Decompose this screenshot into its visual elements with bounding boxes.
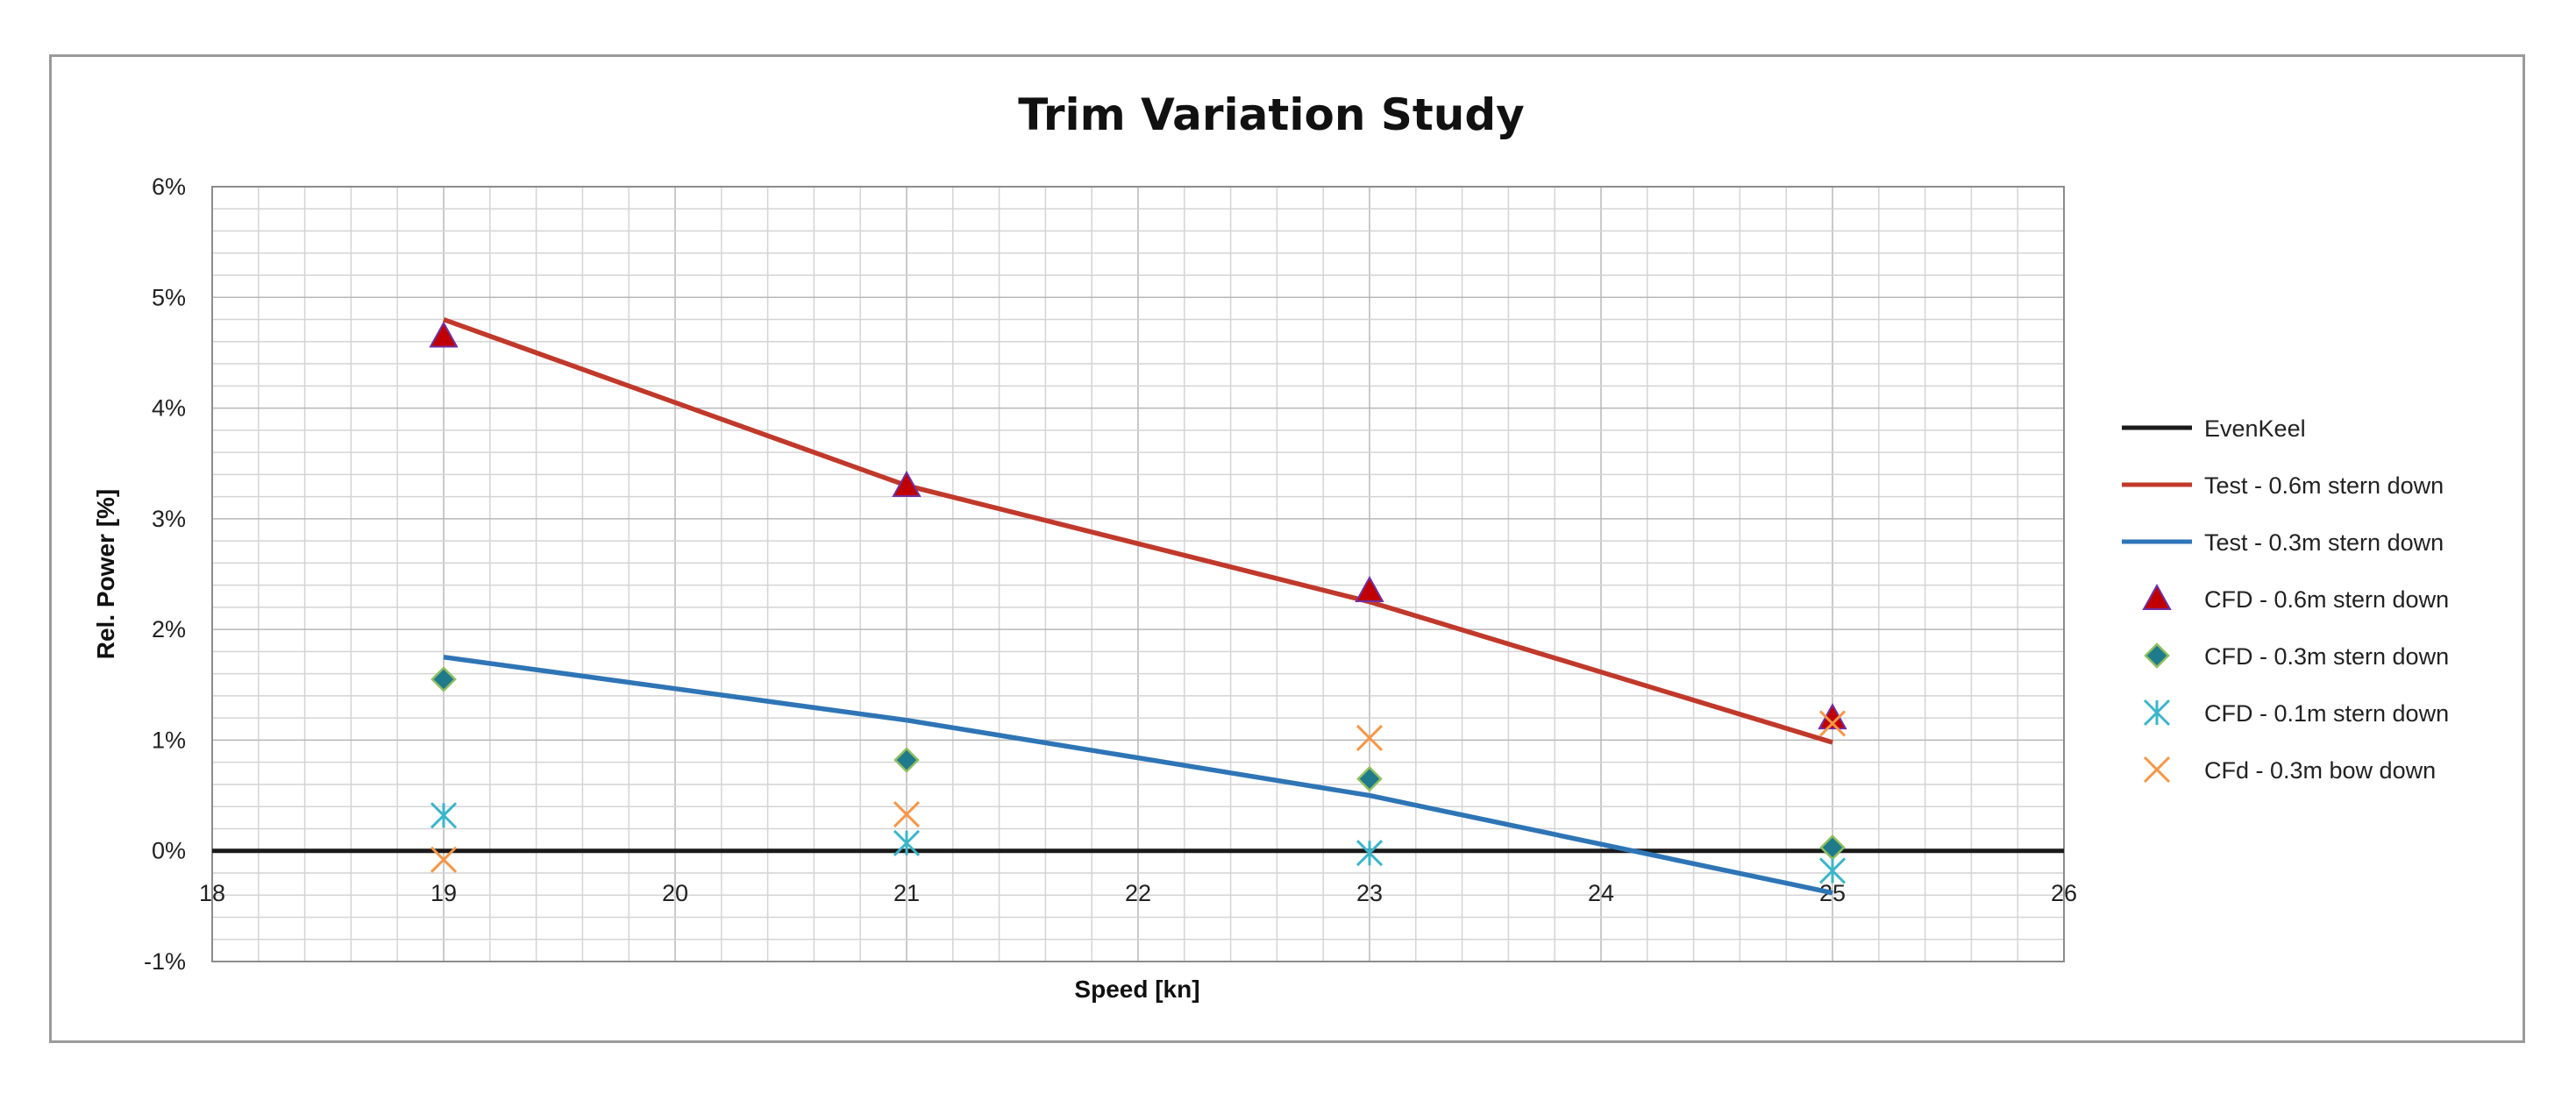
grid — [211, 186, 2065, 962]
data-point-cfd-0-1m-stern-down — [1356, 840, 1384, 867]
data-point-cfd-0-6m-stern-down — [429, 321, 459, 348]
legend-item-test-0-6m-stern-down: Test - 0.6m stern down — [2122, 472, 2444, 499]
legend-swatch — [2143, 699, 2171, 727]
legend-swatch — [2143, 756, 2171, 784]
legend-item-cfd-0-3m-bow-down: CFd - 0.3m bow down — [2143, 756, 2436, 784]
data-point-cfd-0-1m-stern-down — [893, 829, 921, 856]
x-tick-label: 22 — [1125, 880, 1151, 906]
data-point-cfd-0-3m-stern-down — [893, 747, 920, 773]
x-tick-label: 18 — [199, 880, 225, 906]
y-tick-label: 2% — [152, 616, 186, 642]
data-point-cfd-0-3m-bow-down — [430, 846, 458, 873]
y-tick-label: 6% — [152, 174, 186, 200]
data-point-cfd-0-1m-stern-down — [1818, 857, 1847, 884]
x-tick-label: 21 — [893, 880, 920, 906]
legend-label: CFD - 0.6m stern down — [2204, 586, 2449, 613]
data-point-cfd-0-3m-stern-down — [1819, 834, 1846, 861]
x-tick-label: 23 — [1356, 880, 1383, 906]
y-axis-label: Rel. Power [%] — [92, 489, 119, 659]
data-point-cfd-0-3m-bow-down — [893, 800, 921, 828]
data-point-cfd-0-1m-stern-down — [430, 802, 458, 829]
axis-ticks: 18 19 20 21 22 23 24 25 26-1%0%1%2%3%4%5%6% — [144, 174, 2077, 975]
legend: EvenKeel Test - 0.6m stern down Test - 0.3… — [2122, 415, 2449, 784]
legend-swatch — [2142, 583, 2172, 610]
data-point-cfd-0-3m-bow-down — [1818, 710, 1847, 737]
data-point-cfd-0-3m-stern-down — [431, 666, 457, 692]
legend-label: Test - 0.3m stern down — [2204, 529, 2444, 556]
series-layer — [212, 316, 2064, 896]
legend-item-evenkeel: EvenKeel — [2122, 415, 2306, 442]
legend-item-cfd-0-6m-stern-down: CFD - 0.6m stern down — [2142, 583, 2449, 613]
legend-label: Test - 0.6m stern down — [2204, 472, 2444, 499]
legend-label: CFD - 0.1m stern down — [2204, 700, 2449, 727]
data-point-cfd-0-3m-bow-down — [1356, 724, 1384, 751]
data-point-cfd-0-3m-stern-down — [1356, 765, 1383, 792]
legend-item-cfd-0-3m-stern-down: CFD - 0.3m stern down — [2144, 642, 2449, 670]
x-tick-label: 20 — [662, 880, 688, 906]
x-axis-label: Speed [kn] — [1074, 976, 1199, 1003]
x-tick-label: 24 — [1588, 880, 1614, 906]
y-tick-label: 5% — [152, 284, 186, 310]
chart-title: Trim Variation Study — [1018, 89, 1524, 140]
y-tick-label: 3% — [152, 506, 186, 532]
y-tick-label: 0% — [152, 838, 186, 864]
x-tick-label: 19 — [431, 880, 457, 906]
legend-label: CFD - 0.3m stern down — [2204, 643, 2449, 670]
data-point-cfd-0-6m-stern-down — [1355, 575, 1384, 602]
series-line-test-0-3m-stern-down — [443, 654, 1833, 896]
legend-swatch — [2144, 642, 2170, 669]
legend-label: CFd - 0.3m bow down — [2204, 757, 2436, 784]
series-line-test-0-6m-stern-down — [443, 316, 1833, 745]
y-tick-label: 1% — [152, 727, 186, 753]
legend-item-test-0-3m-stern-down: Test - 0.3m stern down — [2122, 529, 2444, 556]
data-point-cfd-0-6m-stern-down — [892, 470, 922, 497]
y-tick-label: 4% — [152, 395, 186, 422]
y-tick-label: -1% — [144, 948, 186, 975]
legend-label: EvenKeel — [2204, 415, 2306, 442]
chart-frame — [49, 54, 2525, 1043]
plot-area — [211, 186, 2065, 962]
legend-item-cfd-0-1m-stern-down: CFD - 0.1m stern down — [2143, 699, 2449, 727]
x-tick-label: 26 — [2051, 880, 2077, 906]
